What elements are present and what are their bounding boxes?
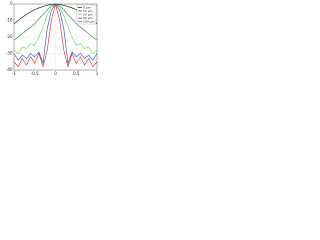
y-tick-label: -10 bbox=[6, 18, 13, 23]
y-tick-label: -40 bbox=[6, 67, 13, 72]
legend-label: 20 µm bbox=[83, 13, 93, 17]
x-tick-label: -0.5 bbox=[31, 71, 39, 76]
legend-label: 50 µm bbox=[83, 16, 93, 20]
x-tick-label: 1 bbox=[96, 71, 99, 76]
x-tick-label: -1 bbox=[12, 71, 16, 76]
legend-box bbox=[76, 4, 97, 25]
legend-label: 5 µm bbox=[83, 5, 91, 9]
x-tick-label: 0.5 bbox=[73, 71, 80, 76]
y-tick-label: 0 bbox=[10, 1, 13, 6]
legend-label: 10 µm bbox=[83, 9, 93, 13]
legend-label: 100 µm bbox=[83, 20, 95, 24]
y-tick-label: -30 bbox=[6, 51, 13, 56]
y-tick-label: -20 bbox=[6, 34, 13, 39]
x-tick-label: 0 bbox=[54, 71, 57, 76]
series-line bbox=[13, 3, 98, 68]
